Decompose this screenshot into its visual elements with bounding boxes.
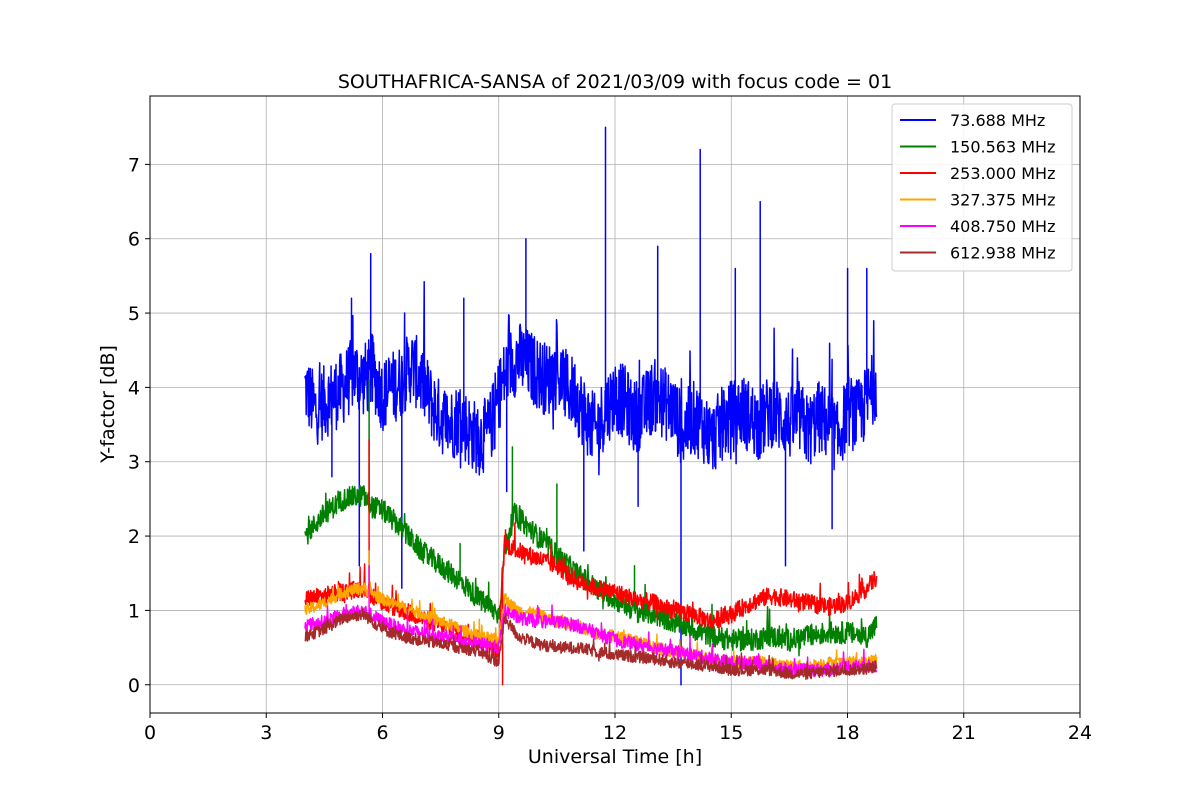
series-line-1: [304, 379, 878, 657]
legend-entry: 408.750 MHz: [950, 217, 1055, 236]
legend-entry: 150.563 MHz: [950, 138, 1055, 157]
y-tick-label: 1: [128, 600, 140, 622]
x-tick-label: 6: [376, 722, 388, 744]
series-line-4: [304, 565, 878, 678]
legend-entry: 327.375 MHz: [950, 191, 1055, 210]
x-tick-label: 18: [835, 722, 859, 744]
y-axis-label: Y-factor [dB]: [97, 345, 119, 464]
legend-entry: 253.000 MHz: [950, 164, 1055, 183]
x-tick-label: 24: [1068, 722, 1092, 744]
legend-box: [891, 103, 1073, 272]
x-tick-label: 15: [719, 722, 743, 744]
x-tick-label: 0: [144, 722, 156, 744]
chart-title: SOUTHAFRICA-SANSA of 2021/03/09 with foc…: [338, 71, 892, 93]
y-tick-label: 4: [128, 377, 140, 399]
legend-entry: 612.938 MHz: [950, 244, 1055, 263]
legend: 73.688 MHz 150.563 MHz 253.000 MHz 327.375 …: [891, 103, 1073, 272]
x-tick-label: 21: [952, 722, 976, 744]
series-line-0: [304, 126, 878, 686]
y-tick-label: 0: [128, 675, 140, 697]
x-tick-label: 3: [260, 722, 272, 744]
y-tick-label: 3: [128, 452, 140, 474]
y-tick-label: 7: [128, 154, 140, 176]
x-axis-label: Universal Time [h]: [528, 746, 702, 768]
y-tick-label: 2: [128, 526, 140, 548]
legend-entry: 73.688 MHz: [950, 111, 1045, 130]
series-line-5: [304, 608, 878, 680]
y-tick-label: 6: [128, 229, 140, 251]
x-tick-label: 9: [493, 722, 505, 744]
series-layer: [304, 126, 878, 686]
x-tick-label: 12: [603, 722, 627, 744]
y-tick-label: 5: [128, 303, 140, 325]
